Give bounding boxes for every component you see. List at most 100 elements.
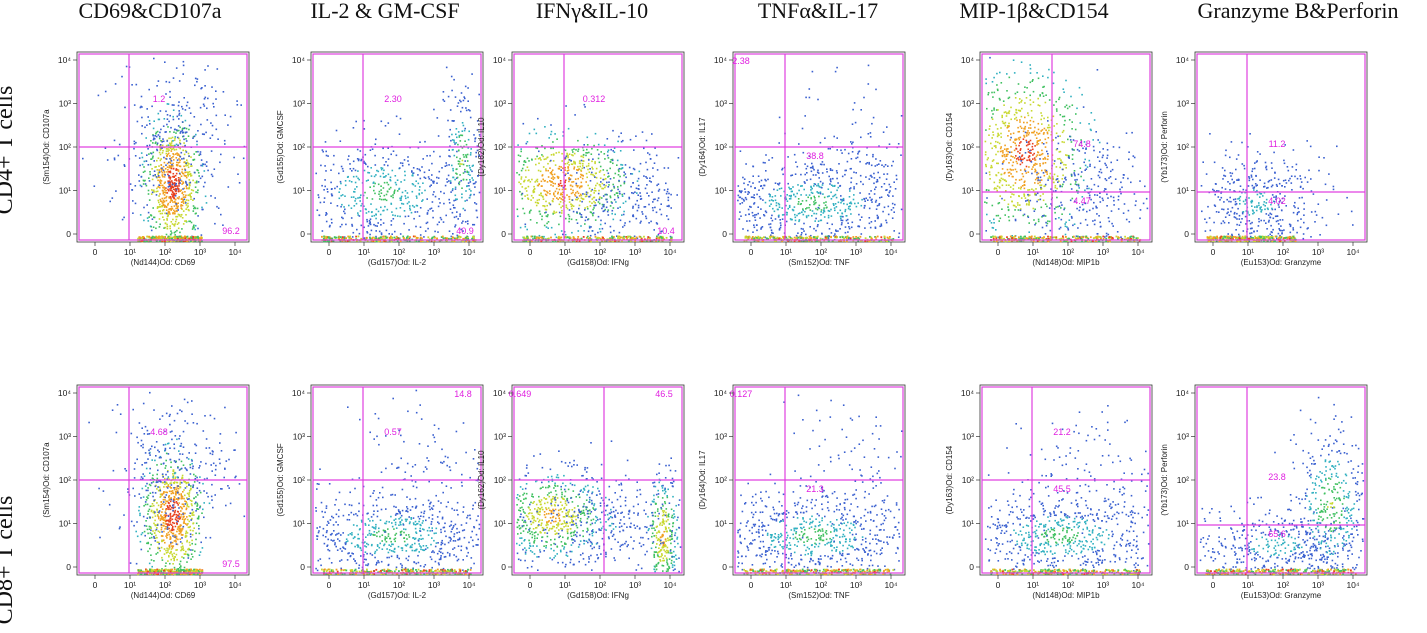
event-dot bbox=[524, 223, 527, 226]
event-dot bbox=[193, 153, 195, 155]
event-dot bbox=[640, 237, 643, 239]
event-dot bbox=[817, 98, 819, 101]
event-dot bbox=[564, 166, 566, 169]
event-dot bbox=[179, 141, 181, 144]
event-dot bbox=[164, 237, 167, 240]
event-dot bbox=[465, 155, 468, 158]
event-dot bbox=[1040, 179, 1043, 181]
event-dot bbox=[182, 127, 184, 130]
event-dot bbox=[544, 126, 546, 128]
event-dot bbox=[797, 232, 799, 234]
event-dot bbox=[554, 133, 556, 135]
event-dot bbox=[831, 239, 834, 242]
event-dot bbox=[761, 187, 764, 190]
event-dot bbox=[143, 238, 146, 241]
event-dot bbox=[879, 196, 881, 199]
event-dot bbox=[561, 152, 563, 155]
event-dot bbox=[1070, 141, 1073, 143]
event-dot bbox=[1041, 92, 1044, 95]
event-dot bbox=[458, 136, 461, 138]
event-dot bbox=[180, 114, 183, 117]
event-dot bbox=[585, 152, 587, 154]
event-dot bbox=[860, 109, 862, 111]
event-dot bbox=[161, 184, 164, 187]
event-dot bbox=[557, 191, 559, 194]
event-dot bbox=[1069, 213, 1071, 215]
event-dot bbox=[994, 187, 996, 189]
event-dot bbox=[536, 178, 539, 181]
event-dot bbox=[573, 166, 576, 168]
event-dot bbox=[369, 149, 372, 151]
event-dot bbox=[390, 220, 393, 222]
event-dot bbox=[156, 143, 158, 146]
event-dot bbox=[1029, 119, 1032, 122]
event-dot bbox=[475, 209, 478, 212]
event-dot bbox=[568, 180, 570, 183]
event-dot bbox=[188, 179, 191, 181]
event-dot bbox=[797, 198, 800, 200]
event-dot bbox=[825, 201, 827, 203]
event-dot bbox=[815, 174, 817, 176]
x-tick-label: 10⁴ bbox=[228, 247, 241, 257]
event-dot bbox=[668, 204, 670, 207]
event-dot bbox=[143, 160, 146, 163]
event-dot bbox=[758, 238, 761, 241]
event-dot bbox=[519, 183, 522, 185]
event-dot bbox=[454, 178, 456, 181]
event-dot bbox=[1016, 119, 1018, 122]
event-dot bbox=[326, 240, 329, 243]
event-dot bbox=[841, 199, 844, 201]
event-dot bbox=[1054, 186, 1057, 189]
event-dot bbox=[164, 205, 166, 207]
event-dot bbox=[193, 116, 196, 118]
event-dot bbox=[817, 220, 820, 222]
event-dot bbox=[522, 164, 525, 166]
event-dot bbox=[1028, 189, 1031, 191]
event-dot bbox=[373, 185, 375, 188]
event-dot bbox=[177, 188, 180, 190]
event-dot bbox=[448, 230, 451, 232]
event-dot bbox=[653, 162, 656, 164]
event-dot bbox=[632, 182, 634, 184]
event-dot bbox=[747, 184, 749, 186]
event-dot bbox=[832, 203, 835, 205]
event-dot bbox=[1007, 111, 1010, 114]
event-dot bbox=[355, 238, 358, 241]
event-dot bbox=[655, 211, 658, 214]
gate-box bbox=[78, 53, 248, 241]
event-dot bbox=[172, 168, 175, 170]
event-dot bbox=[542, 178, 544, 181]
event-dot bbox=[816, 225, 819, 228]
event-dot bbox=[593, 207, 595, 209]
event-dot bbox=[541, 237, 544, 240]
event-dot bbox=[168, 120, 170, 123]
event-dot bbox=[528, 132, 531, 135]
event-dot bbox=[453, 139, 455, 142]
event-dot bbox=[810, 186, 812, 189]
event-dot bbox=[1041, 152, 1044, 155]
event-dot bbox=[593, 175, 595, 177]
event-dot bbox=[560, 212, 563, 214]
event-dot bbox=[360, 224, 363, 227]
event-dot bbox=[805, 233, 807, 236]
event-dot bbox=[161, 141, 163, 143]
event-dot bbox=[985, 165, 987, 168]
event-dot bbox=[646, 177, 648, 179]
event-dot bbox=[362, 162, 365, 164]
event-dot bbox=[778, 142, 780, 144]
event-dot bbox=[189, 181, 191, 184]
event-dot bbox=[179, 165, 181, 167]
event-dot bbox=[375, 174, 377, 176]
event-dot bbox=[472, 179, 474, 181]
event-dot bbox=[811, 70, 814, 73]
event-dot bbox=[458, 181, 461, 183]
event-dot bbox=[146, 124, 148, 126]
event-dot bbox=[517, 215, 519, 218]
event-dot bbox=[804, 210, 806, 213]
event-dot bbox=[613, 177, 615, 179]
event-dot bbox=[151, 218, 154, 220]
event-dot bbox=[989, 125, 991, 127]
event-dot bbox=[433, 235, 436, 238]
event-dot bbox=[572, 210, 575, 213]
event-dot bbox=[773, 236, 775, 239]
